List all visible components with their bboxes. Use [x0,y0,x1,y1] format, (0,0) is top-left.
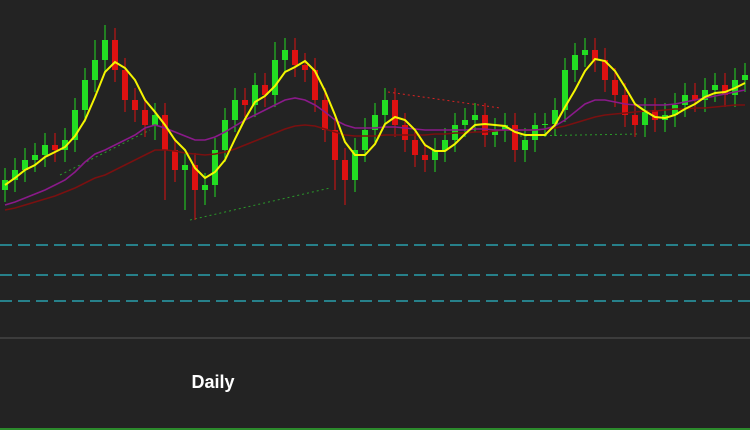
candle-body [542,124,548,125]
candle-body [492,130,498,135]
candle-body [712,85,718,90]
candle-body [342,160,348,180]
candle-body [472,115,478,120]
trend-line [189,187,331,221]
candle-body [112,40,118,70]
trend-line [387,91,501,109]
candle-body [522,140,528,150]
candle-body [572,55,578,70]
candle-body [402,125,408,140]
candle-body [292,50,298,65]
candle-body [642,110,648,125]
candle-body [592,50,598,60]
candle-body [52,145,58,150]
moving-average-line [4,104,745,211]
candle-body [382,100,388,115]
chart-title: Daily [191,372,234,392]
candle-body [392,100,398,125]
candle-body [462,120,468,125]
candle-body [232,100,238,120]
candle-body [252,85,258,105]
candle-body [12,170,18,180]
candle-body [602,60,608,80]
candle-body [552,110,558,124]
candle-body [442,140,448,150]
candle-body [582,50,588,55]
moving-average-line [4,57,746,186]
candle-body [702,90,708,100]
candle-body [622,95,628,115]
candle-body [182,165,188,170]
candle-body [362,130,368,150]
candle-body [242,100,248,105]
candle-body [102,40,108,60]
candle-body [62,140,68,150]
candle-body [322,100,328,130]
candle-body [262,85,268,95]
candle-body [172,150,178,170]
candle-body [692,95,698,100]
candle-body [672,105,678,115]
candle-body [162,115,168,150]
candle-body [422,155,428,160]
candle-body [132,100,138,110]
candle-body [122,70,128,100]
candle-body [432,150,438,160]
candle-body [202,185,208,190]
moving-average-line [4,89,746,206]
candle-body [282,50,288,60]
trend-line [59,129,151,176]
candle-body [352,150,358,180]
candle-body [742,75,748,80]
candle-body [152,115,158,125]
candle-body [532,125,538,140]
candle-body [82,80,88,110]
candle-body [512,125,518,150]
candle-body [612,80,618,95]
candle-body [562,70,568,110]
candle-body [302,65,308,70]
candle-body [372,115,378,130]
candle-body [212,150,218,185]
candle-body [312,70,318,100]
candle-body [72,110,78,140]
candle-body [632,115,638,125]
candle-body [722,85,728,95]
candle-body [652,110,658,120]
candle-body [22,160,28,170]
candle-body [412,140,418,155]
candle-body [92,60,98,80]
candle-body [32,155,38,160]
candle-body [222,120,228,150]
candle-body [272,60,278,95]
candle-body [502,125,508,130]
candle-body [42,145,48,155]
candle-body [332,130,338,160]
candle-body [142,110,148,125]
candle-body [682,95,688,105]
candle-body [192,165,198,190]
